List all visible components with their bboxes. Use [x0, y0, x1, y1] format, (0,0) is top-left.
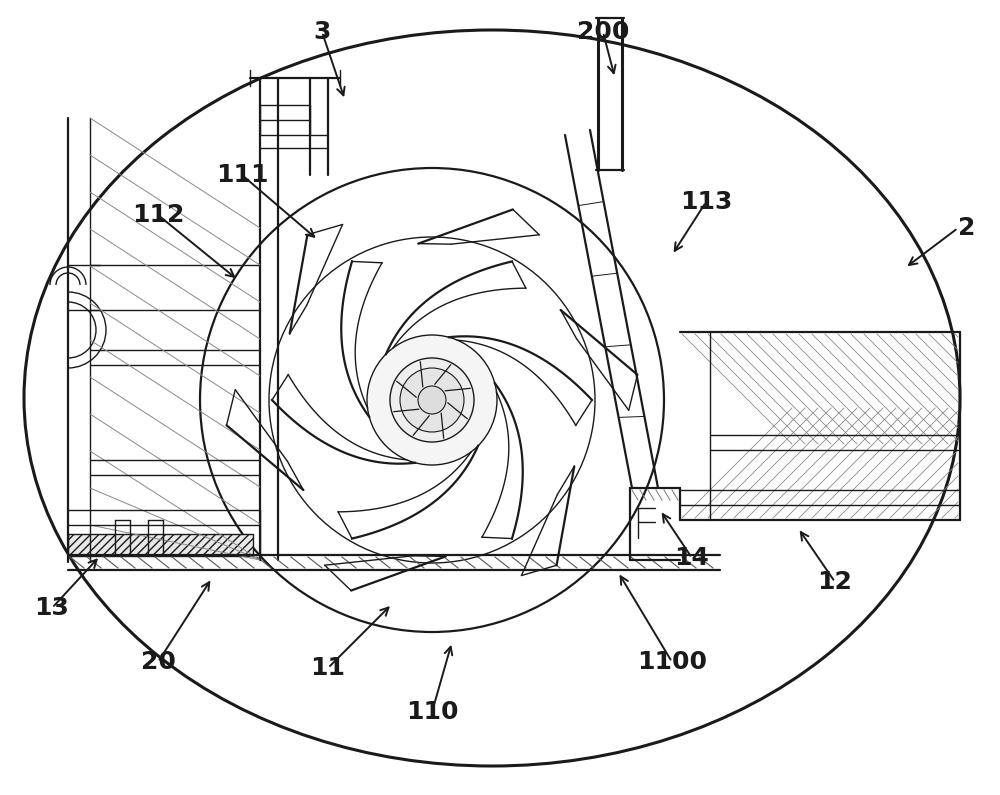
- Text: 1100: 1100: [637, 650, 707, 674]
- Text: 20: 20: [141, 650, 175, 674]
- Circle shape: [418, 386, 446, 414]
- Text: 13: 13: [35, 596, 69, 620]
- Text: 12: 12: [818, 570, 852, 594]
- Text: 14: 14: [675, 546, 709, 570]
- Circle shape: [390, 358, 474, 442]
- Text: 111: 111: [216, 163, 268, 187]
- Text: 3: 3: [313, 20, 331, 44]
- Text: 200: 200: [577, 20, 629, 44]
- Text: 2: 2: [958, 216, 975, 240]
- Text: 112: 112: [132, 203, 184, 227]
- Bar: [68, 534, 253, 556]
- Text: 11: 11: [310, 656, 346, 680]
- Circle shape: [400, 368, 464, 432]
- Text: 110: 110: [406, 700, 458, 724]
- Text: 113: 113: [680, 190, 732, 214]
- Circle shape: [367, 335, 497, 465]
